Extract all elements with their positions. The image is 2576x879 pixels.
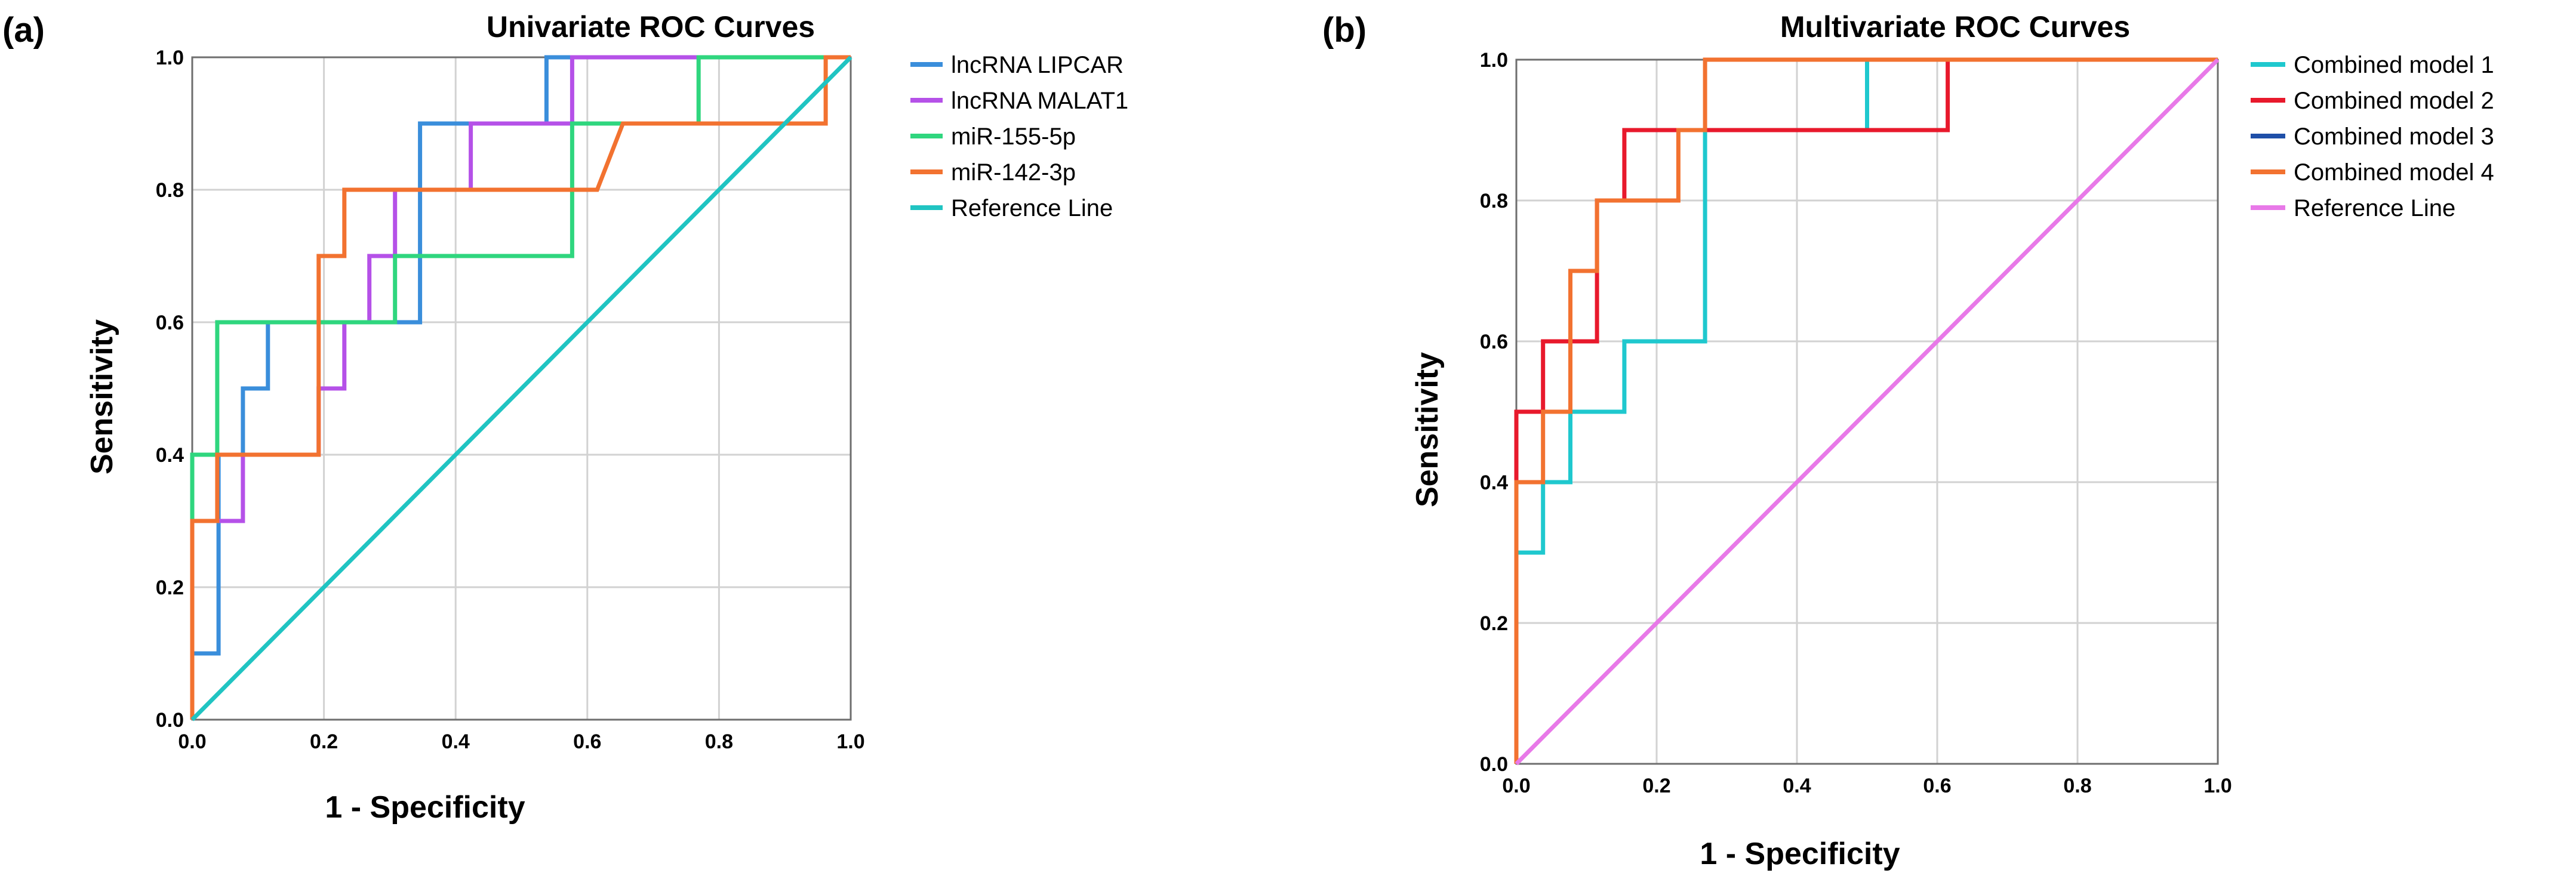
panel-a-y-tick-label: 0.4 [156, 444, 184, 467]
panel-a-y-tick-label: 1.0 [156, 47, 184, 69]
panel-a-y-tick-label: 0.6 [156, 311, 184, 334]
panel-b-legend-label: Combined model 1 [2294, 52, 2494, 78]
panel-a-legend-label: miR-155-5p [951, 124, 1076, 150]
panel-a-label: (a) [2, 11, 45, 50]
panel-b-legend-label: Combined model 4 [2294, 159, 2494, 186]
panel-b-y-axis-title: Sensitivity [1410, 352, 1445, 507]
panel-a-legend-label: lncRNA LIPCAR [951, 52, 1124, 78]
panel-b-legend-label: Combined model 3 [2294, 124, 2494, 150]
panel-b-plot-area: 0.0 0.2 0.4 0.6 0.8 1.0 0.0 0.2 0.4 0.6 0.8 1.0 [1480, 49, 2232, 797]
panel-b-series-line-5 [1515, 58, 2220, 766]
panel-a-legend-label: miR-142-3p [951, 159, 1076, 186]
panel-a-legend-label: Reference Line [951, 195, 1113, 221]
panel-b-x-tick-label: 0.2 [1642, 775, 1670, 797]
panel-b-y-tick-label: 0.4 [1480, 471, 1508, 494]
panel-b-label: (b) [1322, 11, 1367, 50]
panel-b-legend: Combined model 1 Combined model 2 Combined… [2251, 52, 2494, 221]
panel-b-y-tick-label: 0.8 [1480, 190, 1508, 212]
panel-b-y-tick-label: 0.2 [1480, 612, 1508, 635]
panel-b: (b) Multivariate ROC Curves 0.0 0.2 0.4 0.6… [1322, 10, 2494, 871]
panel-b-legend-label: Combined model 2 [2294, 88, 2494, 114]
panel-b-x-axis-title: 1 - Specificity [1700, 837, 1900, 871]
panel-b-x-tick-label: 1.0 [2203, 775, 2232, 797]
panel-a-x-tick-label: 0.8 [705, 730, 733, 753]
panel-b-y-tick-label: 0.0 [1480, 753, 1508, 776]
panel-a-y-tick-label: 0.0 [156, 709, 184, 732]
panel-a-plot-frame [191, 56, 852, 721]
panel-b-x-tick-label: 0.8 [2063, 775, 2091, 797]
panel-a-y-tick-label: 0.8 [156, 179, 184, 202]
panel-b-legend-label: Reference Line [2294, 195, 2455, 221]
panel-b-x-tick-label: 0.4 [1783, 775, 1811, 797]
panel-a-y-axis-title: Sensitivity [85, 319, 119, 474]
panel-b-x-tick-label: 0.6 [1923, 775, 1951, 797]
panel-a-title: Univariate ROC Curves [487, 10, 815, 44]
panel-b-y-tick-label: 1.0 [1480, 49, 1508, 72]
panel-a-y-tick-label: 0.2 [156, 576, 184, 599]
panel-b-title: Multivariate ROC Curves [1780, 10, 2130, 44]
panel-a-plot-area: 0.0 0.2 0.4 0.6 0.8 1.0 0.0 0.2 0.4 0.6 0.8 1.0 [156, 47, 865, 753]
panel-a-x-tick-label: 0.6 [573, 730, 601, 753]
panel-a-x-axis-title: 1 - Specificity [325, 790, 525, 825]
panel-a-series-line-3 [190, 55, 851, 720]
panel-a-legend: lncRNA LIPCAR lncRNA MALAT1 miR-155-5p miR-… [910, 52, 1128, 221]
panel-a: (a) Univariate ROC Curves 0.0 0.2 0.4 0.6 0.… [2, 10, 1128, 825]
panel-a-x-tick-label: 1.0 [836, 730, 864, 753]
panel-a-series-line-5 [190, 55, 852, 721]
panel-a-legend-label: lncRNA MALAT1 [951, 88, 1128, 114]
panel-a-x-tick-label: 0.2 [310, 730, 338, 753]
panel-b-series-line-4 [1514, 57, 2218, 764]
panel-b-y-tick-label: 0.6 [1480, 331, 1508, 353]
panel-b-x-tick-label: 0.0 [1502, 775, 1530, 797]
panel-a-x-tick-label: 0.0 [178, 730, 206, 753]
panel-a-x-tick-label: 0.4 [442, 730, 470, 753]
panel-a-series-line-4 [190, 55, 851, 720]
